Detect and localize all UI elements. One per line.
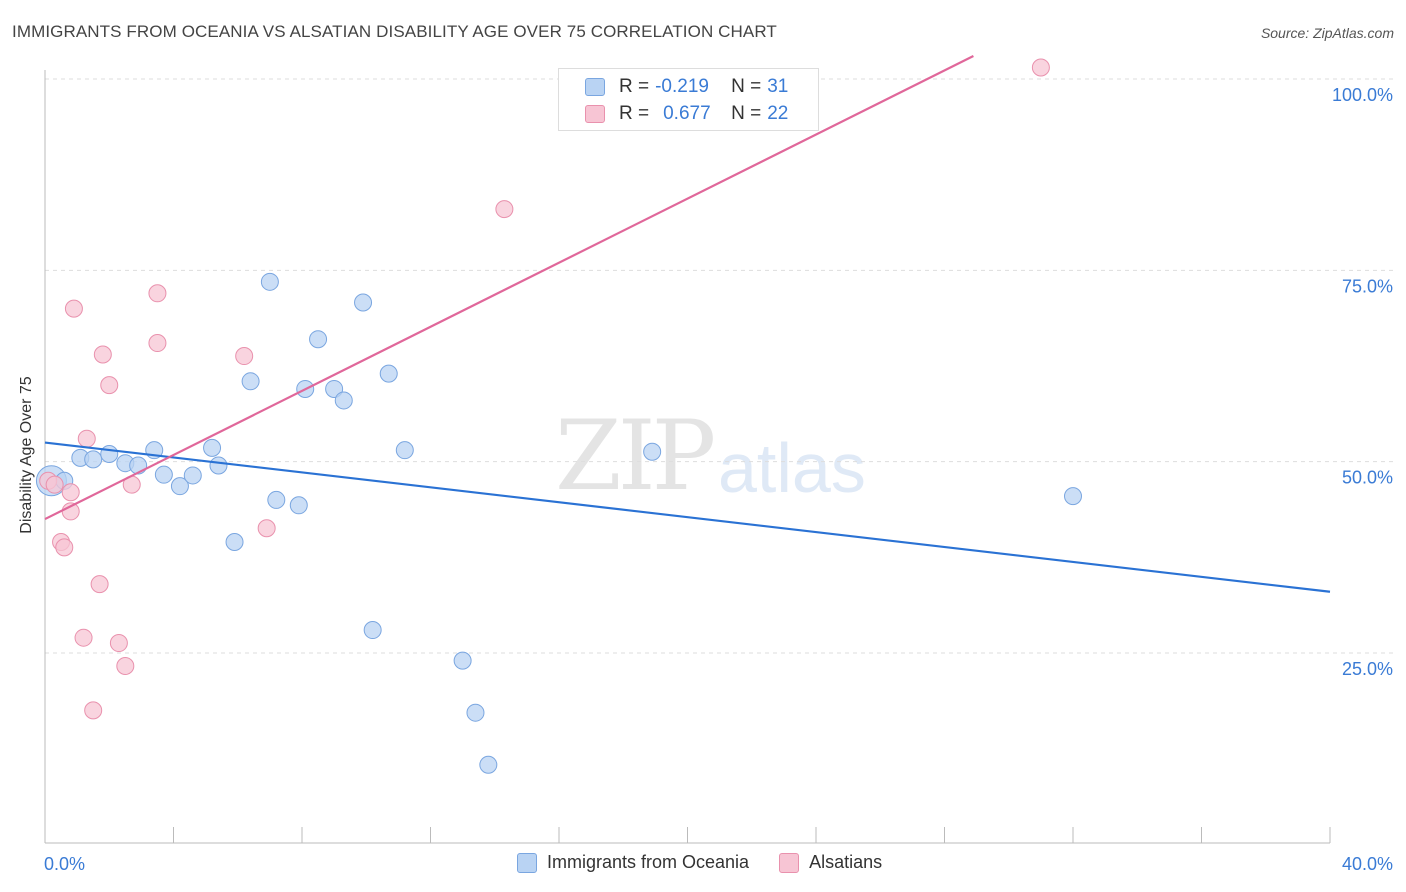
y-axis-label: Disability Age Over 75 — [18, 376, 35, 534]
point-alsatians — [235, 347, 254, 366]
point-oceania — [325, 379, 344, 398]
point-alsatians — [257, 519, 276, 538]
point-alsatians — [1031, 58, 1050, 77]
n-label: N = — [731, 76, 762, 97]
y-tick-label: 100.0% — [1332, 85, 1393, 105]
r-value: -0.219 — [655, 76, 709, 97]
point-alsatians — [148, 334, 167, 353]
r-label: R = — [619, 103, 650, 124]
point-oceania — [170, 477, 189, 496]
point-oceania — [643, 442, 662, 461]
watermark-zip: ZIP — [555, 400, 716, 512]
blue-swatch-icon — [517, 852, 537, 873]
point-alsatians — [148, 284, 167, 303]
point-oceania — [209, 456, 228, 475]
y-tick-label: 75.0% — [1342, 276, 1393, 296]
point-oceania — [479, 755, 498, 774]
x-tick-label: 40.0% — [1342, 854, 1393, 874]
n-value: 31 — [767, 76, 789, 97]
y-tick-label: 50.0% — [1342, 468, 1393, 488]
point-alsatians — [100, 376, 119, 395]
point-alsatians — [61, 483, 80, 502]
point-oceania — [203, 438, 222, 457]
point-oceania — [354, 293, 373, 312]
legend-row-alsatians: R = 0.677 N = 22 — [559, 102, 788, 126]
n-label: N = — [731, 103, 762, 124]
pink-swatch-icon — [779, 852, 800, 873]
point-alsatians — [495, 200, 514, 219]
point-alsatians — [74, 628, 93, 647]
legend-item-alsatians: Alsatians — [779, 852, 882, 873]
point-oceania — [183, 466, 202, 485]
point-oceania — [241, 372, 260, 391]
point-oceania — [100, 445, 119, 464]
point-alsatians — [64, 299, 83, 318]
point-oceania — [1064, 487, 1082, 506]
point-alsatians — [84, 701, 103, 720]
point-oceania — [84, 450, 103, 469]
point-oceania — [466, 703, 485, 722]
blue-swatch-icon — [585, 78, 605, 96]
legend-item-oceania: Immigrants from Oceania — [517, 852, 749, 873]
point-alsatians — [116, 657, 135, 676]
legend-row-oceania: R = -0.219 N = 31 — [559, 75, 788, 99]
point-oceania — [363, 621, 382, 640]
point-oceania — [453, 651, 472, 670]
r-label: R = — [619, 76, 650, 97]
trendline-alsatians — [44, 55, 974, 521]
point-oceania — [154, 465, 173, 484]
y-tick-label: 25.0% — [1342, 659, 1393, 679]
point-oceania — [395, 441, 414, 460]
point-oceania — [379, 364, 398, 383]
point-oceania — [334, 391, 353, 410]
legend-label: Immigrants from Oceania — [547, 852, 750, 872]
x-tick-label: 0.0% — [44, 854, 85, 874]
point-alsatians — [45, 475, 64, 494]
point-alsatians — [90, 575, 109, 594]
r-value: 0.677 — [663, 103, 711, 124]
point-oceania — [309, 330, 328, 349]
stats-legend: R = -0.219 N = 31 R = 0.677 N = 22 — [558, 68, 819, 131]
trendline-oceania — [44, 441, 1331, 593]
point-alsatians — [77, 429, 96, 448]
source-label: Source: ZipAtlas.com — [1260, 25, 1394, 41]
legend-label: Alsatians — [809, 852, 883, 872]
point-alsatians — [109, 634, 128, 653]
point-oceania — [289, 496, 308, 515]
n-value: 22 — [767, 103, 789, 124]
pink-swatch-icon — [585, 105, 605, 123]
point-alsatians — [93, 345, 112, 364]
chart-title: IMMIGRANTS FROM OCEANIA VS ALSATIAN DISA… — [12, 22, 777, 41]
point-oceania — [267, 490, 286, 509]
point-alsatians — [55, 538, 74, 557]
watermark-atlas: atlas — [718, 429, 866, 507]
point-oceania — [260, 272, 279, 291]
series-legend: Immigrants from Oceania Alsatians — [517, 852, 912, 873]
point-oceania — [225, 533, 244, 552]
